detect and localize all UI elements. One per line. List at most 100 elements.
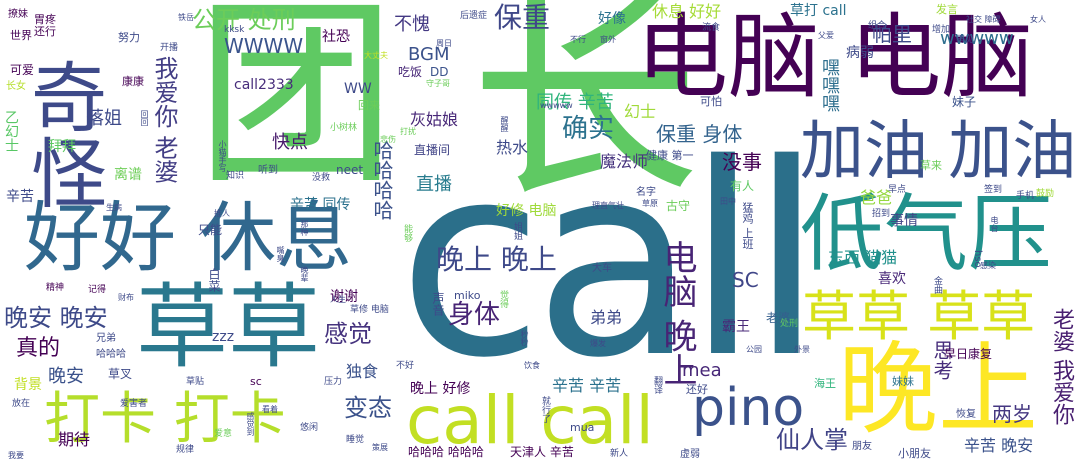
word-mengji-shangban: 猛鸡 上班	[741, 202, 754, 250]
word-reshui: 热水	[496, 138, 529, 157]
word-neet: neet	[336, 163, 364, 177]
word-laopo-woaini: 老婆 我爱你	[1049, 308, 1074, 425]
word-nvren: 女人	[1030, 15, 1046, 24]
word-tingdao: 听到	[258, 165, 278, 176]
word-shenti: 身体	[448, 300, 501, 330]
word-zhouri: 周日	[436, 39, 452, 48]
word-sc-small: sc	[250, 375, 262, 388]
word-tieyue: 铁岳	[178, 13, 194, 22]
word-waijing: 外景	[794, 345, 810, 354]
word-hso: hso	[972, 250, 983, 268]
word-caotie: 草贴	[186, 377, 205, 387]
word-guilv: 规律	[176, 445, 195, 455]
word-chuxing: 处刑	[780, 319, 799, 329]
word-baozhong: 保重	[494, 1, 551, 34]
word-tuan: 团	[196, 0, 397, 212]
word-xinku-tongchuan: 辛苦 同传	[290, 197, 351, 213]
word-baicai: 白菜	[207, 268, 221, 292]
word-woaini-laopo: 我爱你 老婆	[150, 56, 178, 184]
word-tongchuan-xinku: 同传 辛苦	[536, 92, 614, 113]
word-yihuanshi: 乙幻士	[3, 110, 19, 152]
word-zhangnv: 长女	[6, 81, 26, 92]
word-huiguniang: 灰姑娘	[410, 110, 459, 129]
word-keai: 可爱	[10, 63, 35, 77]
word-rensheng: 人生	[330, 295, 346, 304]
word-hahaha-hahaha: 哈哈哈 哈哈哈	[408, 445, 484, 459]
word-xihuan: 喜欢	[878, 271, 906, 287]
word-houyizheng: 后遗症	[460, 11, 488, 21]
word-zhibo: 直播	[416, 174, 452, 195]
word-zengjia: 增加	[932, 25, 951, 35]
word-caibu: 财布	[118, 293, 134, 302]
word-liushi: 流食	[702, 23, 721, 33]
word-mea: mea	[682, 360, 722, 381]
word-wwwww-small: wwwww	[540, 101, 573, 110]
word-meizi: 妹子	[952, 95, 977, 109]
word-xiongdi: 兄弟	[96, 333, 116, 344]
word-wwww: WWWW	[224, 34, 304, 58]
word-daka-daka: 打卡 打卡	[44, 387, 286, 452]
word-wanshang-haoxiu: 晚上 好修	[410, 381, 471, 397]
word-zzz: zzz	[212, 329, 235, 345]
word-shengbing: 生病	[106, 203, 122, 212]
word-zaorikangfu: 早日康复	[944, 347, 993, 361]
word-ganjue: 感觉	[324, 320, 372, 348]
word-xiuxi-haohao: 休息 好好	[652, 2, 722, 21]
word-didi: 弟弟	[590, 308, 623, 327]
word-zuhe: 组合	[868, 21, 887, 31]
word-fanyi: 翻译	[652, 376, 662, 394]
word-baba: 爸爸	[860, 188, 893, 207]
word-xinren: 新人	[610, 449, 629, 459]
word-sc: SC	[732, 268, 759, 292]
word-liangsui: 两岁	[992, 402, 1032, 426]
word-haihao: 还好	[686, 383, 708, 396]
word-dushi: 独食	[346, 362, 379, 381]
word-buxing: 不行	[570, 35, 586, 44]
word-xiaopengyou: 小朋友	[898, 447, 931, 460]
word-call: call	[398, 108, 823, 416]
word-gongkai-chuxing: 公开 处刑	[192, 6, 296, 34]
word-caocao: 草草	[136, 274, 321, 381]
word-wanan: 晚安	[48, 366, 84, 387]
word-mofashi: 魔法师	[600, 152, 649, 171]
word-ww: WW	[344, 81, 372, 97]
word-hahahaha: 哈哈哈哈	[370, 140, 394, 220]
word-luojie: 落姐	[86, 108, 122, 129]
word-wwwww: wwwww	[940, 28, 1014, 49]
word-zhang: 长	[470, 0, 701, 230]
word-chuangwai: 窗外	[600, 35, 616, 44]
word-meishi: 没事	[722, 150, 762, 174]
word-pali: 帕里	[872, 22, 912, 46]
word-miaomiao: 秒秒	[520, 330, 529, 346]
word-gongyuan: 公园	[746, 345, 762, 354]
word-pengyou: 朋友	[852, 441, 872, 452]
word-kaibo: 开播	[160, 43, 179, 53]
word-shejiao-zhangai: 社交 障碍	[966, 15, 1001, 24]
word-qiguai: 奇怪	[18, 58, 107, 210]
word-jingshen: 精神	[46, 283, 65, 293]
word-jide: 记得	[88, 285, 107, 295]
word-jiayou-jiayou: 加油 加油	[800, 115, 1077, 189]
word-chifan: 吃饭	[398, 65, 423, 79]
word-gushou: 古守	[666, 199, 691, 213]
word-meijiu: 没救	[312, 173, 331, 183]
word-guli: 鼓励	[1036, 189, 1055, 199]
word-zaodian: 早点	[888, 185, 907, 195]
word-lizhiqizhuang: 理直气壮	[592, 201, 624, 210]
word-shijie: 世界	[10, 29, 32, 42]
word-xiaomaoshouxie: 小猫手写	[218, 140, 227, 172]
word-beijing: 背景	[14, 377, 42, 393]
word-haixing: 还行	[34, 25, 56, 38]
word-nuli: 努力	[118, 31, 140, 44]
word-jinqu: 金曲	[932, 276, 942, 294]
word-wanshang: 晚上	[838, 331, 1038, 448]
word-shuijiao: 睡觉	[346, 435, 365, 445]
word-caoxiu-diannao: 草修 电脑	[350, 305, 389, 315]
word-dazhangfu: 大丈夫	[364, 51, 388, 60]
word-meimei: 妹妹	[892, 375, 914, 388]
word-haoxiu-diannao: 好修 电脑	[496, 203, 557, 219]
word-zhende: 真的	[16, 336, 61, 361]
word-hahaha: 哈哈哈	[96, 349, 126, 360]
word-zuichou: 嘴臭	[276, 246, 285, 262]
word-diantai: 电台	[990, 216, 999, 232]
